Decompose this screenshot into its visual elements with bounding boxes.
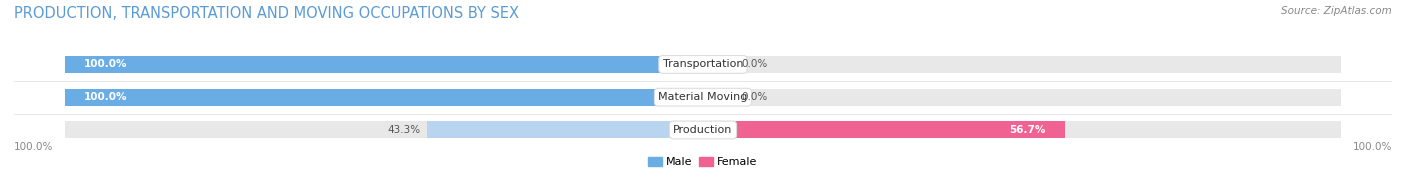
Text: Source: ZipAtlas.com: Source: ZipAtlas.com bbox=[1281, 6, 1392, 16]
Bar bbox=[703, 89, 735, 106]
Bar bbox=[65, 89, 1341, 106]
Text: 100.0%: 100.0% bbox=[14, 142, 53, 152]
Text: 0.0%: 0.0% bbox=[741, 92, 768, 102]
Bar bbox=[65, 56, 703, 73]
Text: 100.0%: 100.0% bbox=[1353, 142, 1392, 152]
Text: Transportation: Transportation bbox=[662, 59, 744, 69]
Bar bbox=[703, 56, 735, 73]
Bar bbox=[703, 122, 1064, 138]
Text: PRODUCTION, TRANSPORTATION AND MOVING OCCUPATIONS BY SEX: PRODUCTION, TRANSPORTATION AND MOVING OC… bbox=[14, 6, 519, 21]
Text: 56.7%: 56.7% bbox=[1010, 125, 1046, 135]
Text: 100.0%: 100.0% bbox=[84, 59, 128, 69]
Text: 100.0%: 100.0% bbox=[84, 92, 128, 102]
Legend: Male, Female: Male, Female bbox=[644, 152, 762, 172]
Bar bbox=[427, 122, 703, 138]
Bar bbox=[65, 56, 1341, 73]
Bar bbox=[65, 89, 703, 106]
Text: 0.0%: 0.0% bbox=[741, 59, 768, 69]
Bar bbox=[65, 122, 1341, 138]
Text: Material Moving: Material Moving bbox=[658, 92, 748, 102]
Text: 43.3%: 43.3% bbox=[387, 125, 420, 135]
Text: Production: Production bbox=[673, 125, 733, 135]
